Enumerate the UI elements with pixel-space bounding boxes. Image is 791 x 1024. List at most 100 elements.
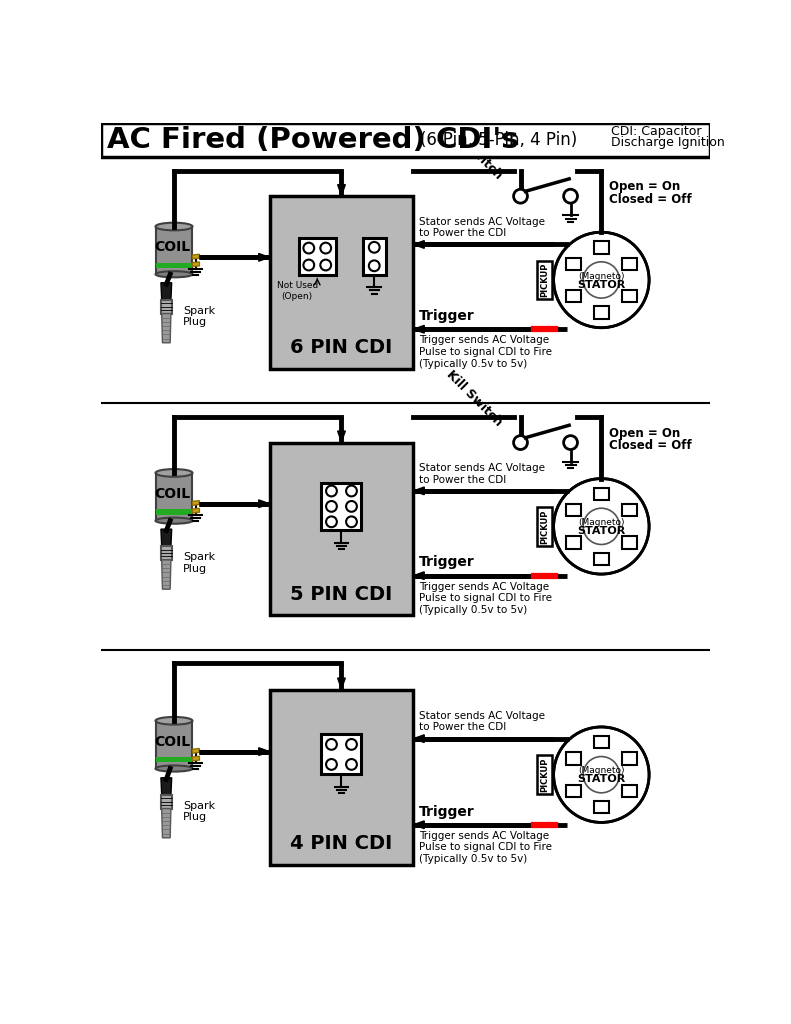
- Polygon shape: [622, 504, 638, 516]
- Polygon shape: [259, 748, 270, 756]
- Polygon shape: [156, 226, 192, 274]
- Text: STATOR: STATOR: [577, 526, 626, 536]
- Text: Stator sends AC Voltage
to Power the CDI: Stator sends AC Voltage to Power the CDI: [419, 463, 545, 484]
- Polygon shape: [192, 749, 199, 753]
- Text: Stator sends AC Voltage
to Power the CDI: Stator sends AC Voltage to Power the CDI: [419, 711, 545, 732]
- Polygon shape: [192, 254, 199, 259]
- Circle shape: [554, 478, 649, 574]
- Circle shape: [564, 435, 577, 450]
- Circle shape: [326, 516, 337, 527]
- Polygon shape: [161, 283, 172, 300]
- Circle shape: [326, 485, 337, 497]
- Text: Spark
Plug: Spark Plug: [184, 801, 215, 822]
- Text: STATOR: STATOR: [577, 280, 626, 290]
- Text: COIL: COIL: [154, 486, 191, 501]
- Ellipse shape: [156, 469, 192, 477]
- Text: COIL: COIL: [154, 734, 191, 749]
- Circle shape: [564, 189, 577, 203]
- Polygon shape: [156, 757, 192, 762]
- Bar: [536, 507, 552, 546]
- Circle shape: [583, 262, 619, 298]
- Polygon shape: [161, 300, 172, 313]
- Circle shape: [583, 757, 619, 793]
- Text: Open = On: Open = On: [609, 427, 680, 440]
- Polygon shape: [594, 553, 609, 565]
- Polygon shape: [156, 509, 192, 514]
- Polygon shape: [338, 678, 346, 689]
- Circle shape: [513, 435, 528, 450]
- Circle shape: [346, 759, 357, 770]
- Polygon shape: [161, 778, 172, 795]
- Polygon shape: [414, 487, 424, 495]
- Polygon shape: [192, 508, 199, 513]
- Text: Trigger sends AC Voltage
Pulse to signal CDI to Fire
(Typically 0.5v to 5v): Trigger sends AC Voltage Pulse to signal…: [419, 830, 552, 864]
- Bar: [363, 238, 386, 275]
- Ellipse shape: [156, 517, 192, 523]
- Polygon shape: [192, 501, 199, 505]
- Circle shape: [346, 516, 357, 527]
- Text: Trigger sends AC Voltage
Pulse to signal CDI to Fire
(Typically 0.5v to 5v): Trigger sends AC Voltage Pulse to signal…: [419, 336, 552, 369]
- Circle shape: [554, 727, 649, 822]
- Text: Open = On: Open = On: [609, 180, 680, 194]
- Text: 4 PIN CDI: 4 PIN CDI: [290, 835, 392, 853]
- Text: COIL: COIL: [154, 241, 191, 254]
- Polygon shape: [161, 809, 171, 838]
- Polygon shape: [594, 801, 609, 813]
- Bar: [321, 482, 361, 530]
- Polygon shape: [566, 537, 581, 549]
- Ellipse shape: [156, 717, 192, 725]
- Polygon shape: [259, 254, 270, 261]
- Text: PICKUP: PICKUP: [540, 263, 549, 297]
- Circle shape: [513, 189, 528, 203]
- Bar: [271, 197, 413, 369]
- Polygon shape: [192, 262, 199, 266]
- Bar: [299, 238, 335, 275]
- Text: Kill Switch: Kill Switch: [444, 122, 505, 182]
- Ellipse shape: [156, 766, 192, 772]
- Text: (Magneto): (Magneto): [578, 271, 625, 281]
- Text: (Magneto): (Magneto): [578, 518, 625, 527]
- Polygon shape: [156, 473, 192, 520]
- Text: 5 PIN CDI: 5 PIN CDI: [290, 585, 392, 604]
- Text: Closed = Off: Closed = Off: [609, 439, 692, 453]
- Polygon shape: [566, 258, 581, 270]
- Polygon shape: [414, 241, 424, 249]
- Ellipse shape: [156, 271, 192, 278]
- Polygon shape: [594, 306, 609, 318]
- Polygon shape: [622, 258, 638, 270]
- Text: Trigger: Trigger: [419, 555, 475, 569]
- Polygon shape: [161, 313, 171, 343]
- Circle shape: [346, 485, 357, 497]
- Polygon shape: [566, 753, 581, 765]
- Text: (6-Pin, 5-Pin, 4 Pin): (6-Pin, 5-Pin, 4 Pin): [420, 131, 577, 148]
- Circle shape: [583, 508, 619, 545]
- Text: Trigger: Trigger: [419, 805, 475, 818]
- Polygon shape: [259, 500, 270, 508]
- Polygon shape: [161, 795, 172, 809]
- Polygon shape: [566, 290, 581, 302]
- Polygon shape: [414, 821, 424, 828]
- Text: AC Fired (Powered) CDI's: AC Fired (Powered) CDI's: [107, 126, 519, 154]
- Polygon shape: [156, 263, 192, 268]
- Polygon shape: [161, 560, 171, 589]
- Circle shape: [346, 739, 357, 750]
- Polygon shape: [622, 290, 638, 302]
- Polygon shape: [622, 784, 638, 797]
- Bar: [271, 689, 413, 865]
- Text: Closed = Off: Closed = Off: [609, 193, 692, 206]
- Text: Spark
Plug: Spark Plug: [184, 552, 215, 573]
- Circle shape: [554, 232, 649, 328]
- Polygon shape: [414, 571, 424, 580]
- Text: (Magneto): (Magneto): [578, 766, 625, 775]
- Polygon shape: [192, 756, 199, 761]
- Bar: [536, 756, 552, 794]
- Circle shape: [320, 243, 331, 254]
- Polygon shape: [161, 529, 172, 546]
- Text: Discharge Ignition: Discharge Ignition: [611, 135, 725, 148]
- Text: Trigger: Trigger: [419, 309, 475, 324]
- Polygon shape: [161, 546, 172, 560]
- Text: Stator sends AC Voltage
to Power the CDI: Stator sends AC Voltage to Power the CDI: [419, 217, 545, 239]
- Polygon shape: [414, 326, 424, 333]
- Circle shape: [304, 260, 314, 270]
- Bar: [101, 123, 710, 157]
